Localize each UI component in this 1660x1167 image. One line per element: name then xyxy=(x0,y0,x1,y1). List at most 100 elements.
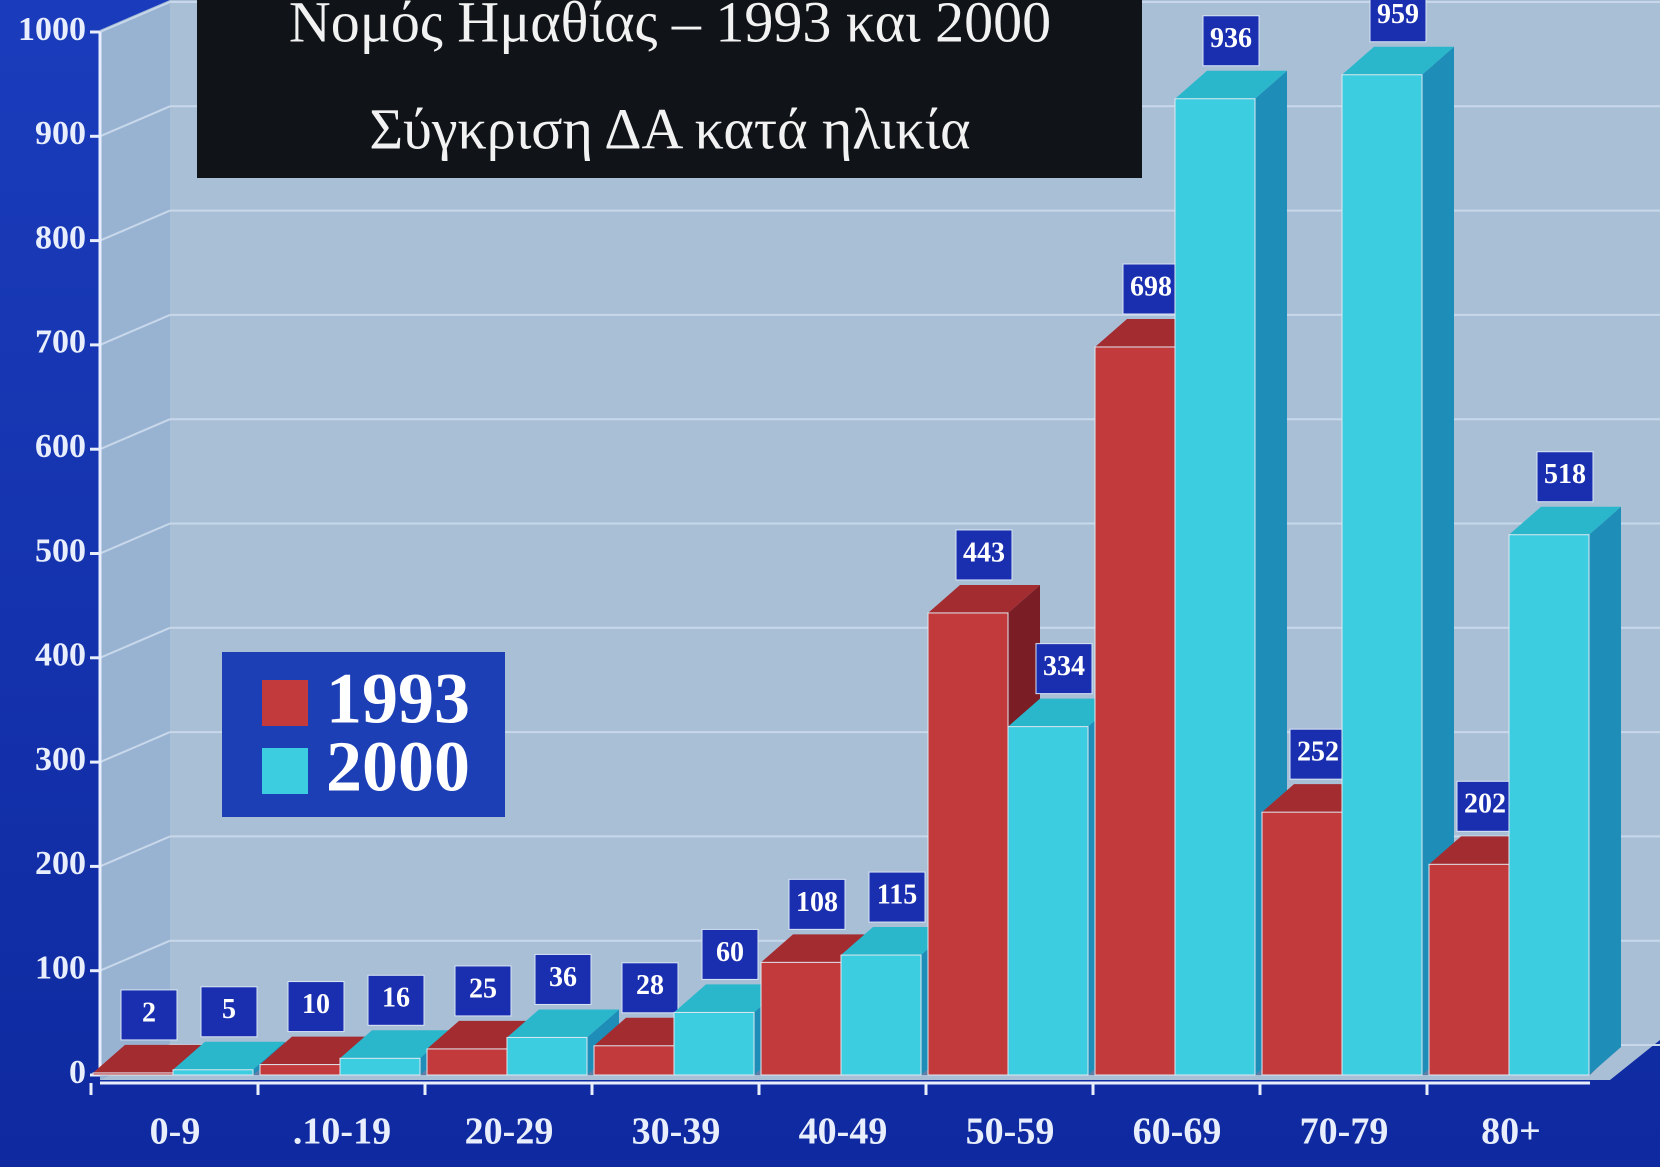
y-tick-label: 0 xyxy=(69,1054,86,1091)
value-label: 959 xyxy=(1377,0,1419,30)
value-label-box xyxy=(788,878,846,930)
value-label: 518 xyxy=(1544,459,1586,490)
grid-line xyxy=(99,105,171,138)
bar xyxy=(426,1048,508,1076)
bar-top xyxy=(928,584,1040,613)
value-label: 16 xyxy=(382,983,410,1014)
value-label: 2 xyxy=(142,997,156,1028)
value-label-box xyxy=(701,928,759,980)
value-label-box xyxy=(367,974,425,1026)
bar xyxy=(339,1057,421,1076)
value-label: 36 xyxy=(549,962,577,993)
value-label-box xyxy=(287,981,345,1033)
y-tick-label: 100 xyxy=(35,949,86,986)
value-label-box xyxy=(1202,15,1260,67)
y-tick-label: 700 xyxy=(35,324,86,361)
bar xyxy=(1428,863,1510,1076)
bar xyxy=(1508,534,1590,1076)
grid-line xyxy=(99,731,171,764)
bar xyxy=(760,961,842,1076)
grid-line xyxy=(99,1,171,33)
x-tick-label: 40-49 xyxy=(799,1111,888,1153)
grid-line xyxy=(99,626,171,659)
bar-top xyxy=(1175,70,1287,99)
value-label-box xyxy=(1456,780,1514,832)
value-label-box xyxy=(1035,643,1093,695)
value-label: 334 xyxy=(1043,651,1085,682)
bar-top xyxy=(1509,506,1621,535)
bar xyxy=(927,612,1009,1076)
bar-top xyxy=(173,1041,285,1070)
value-label-box xyxy=(868,871,926,923)
bar xyxy=(1174,98,1256,1076)
bar-top xyxy=(674,984,786,1013)
bar xyxy=(1261,811,1343,1076)
bar xyxy=(1341,74,1423,1076)
grid-line xyxy=(99,939,171,972)
x-tick-label: 20-29 xyxy=(465,1111,554,1153)
x-tick-label: 30-39 xyxy=(632,1111,721,1153)
value-label-box xyxy=(1536,451,1594,503)
bar xyxy=(259,1064,341,1076)
value-label-box xyxy=(534,953,592,1005)
value-label: 202 xyxy=(1464,789,1506,820)
bar xyxy=(92,1072,174,1076)
value-label: 698 xyxy=(1130,271,1172,302)
bar-top xyxy=(93,1044,205,1073)
value-label-box xyxy=(1289,728,1347,780)
bar xyxy=(506,1036,588,1076)
x-tick-label: 0-9 xyxy=(150,1111,201,1153)
y-tick-label: 400 xyxy=(35,637,86,674)
x-tick-label: 80+ xyxy=(1481,1111,1541,1153)
chart-subtitle: Σύγκριση ΔΑ κατά ηλικία xyxy=(369,96,970,161)
x-tick-label: 70-79 xyxy=(1300,1111,1389,1153)
bar-top xyxy=(1008,698,1120,727)
value-label: 5 xyxy=(222,994,236,1025)
bar xyxy=(673,1011,755,1076)
side-wall xyxy=(100,0,170,1080)
bar xyxy=(172,1069,254,1076)
value-label: 108 xyxy=(796,887,838,918)
value-label: 443 xyxy=(963,537,1005,568)
grid-line xyxy=(99,522,171,555)
y-tick-label: 600 xyxy=(35,428,86,465)
value-label-box xyxy=(200,986,258,1038)
value-label: 25 xyxy=(469,973,497,1004)
legend-label: 2000 xyxy=(326,727,470,807)
value-label-box xyxy=(955,529,1013,581)
value-label: 252 xyxy=(1297,737,1339,768)
value-label: 936 xyxy=(1210,23,1252,54)
title-box xyxy=(197,0,1142,178)
legend-swatch xyxy=(262,748,308,794)
chart-title: Νομός Ημαθίας – 1993 και 2000 xyxy=(289,0,1051,54)
value-label: 60 xyxy=(716,937,744,968)
bar xyxy=(840,954,922,1076)
bar-top xyxy=(1342,46,1454,75)
grid-line xyxy=(99,418,171,451)
x-tick-label: 60-69 xyxy=(1133,1111,1222,1153)
value-label-box xyxy=(1122,263,1180,315)
value-label-box xyxy=(621,962,679,1014)
x-tick-label: 50-59 xyxy=(966,1111,1055,1153)
bar xyxy=(1007,726,1089,1076)
x-tick-label: .10-19 xyxy=(293,1111,391,1153)
grid-line xyxy=(99,209,171,242)
value-label: 28 xyxy=(636,970,664,1001)
bar xyxy=(593,1045,675,1076)
y-tick-label: 500 xyxy=(35,532,86,569)
value-label: 115 xyxy=(877,879,917,910)
value-label-box xyxy=(1369,0,1427,43)
bar-top xyxy=(841,927,953,956)
bar-top xyxy=(340,1030,452,1059)
bar-side xyxy=(1422,46,1454,1076)
y-tick-label: 300 xyxy=(35,741,86,778)
grid-line xyxy=(99,313,171,346)
legend-swatch xyxy=(262,680,308,726)
value-label-box xyxy=(120,989,178,1041)
bar-side xyxy=(1589,506,1621,1075)
y-tick-label: 200 xyxy=(35,845,86,882)
bar xyxy=(1094,346,1176,1076)
grid-line xyxy=(99,835,171,868)
